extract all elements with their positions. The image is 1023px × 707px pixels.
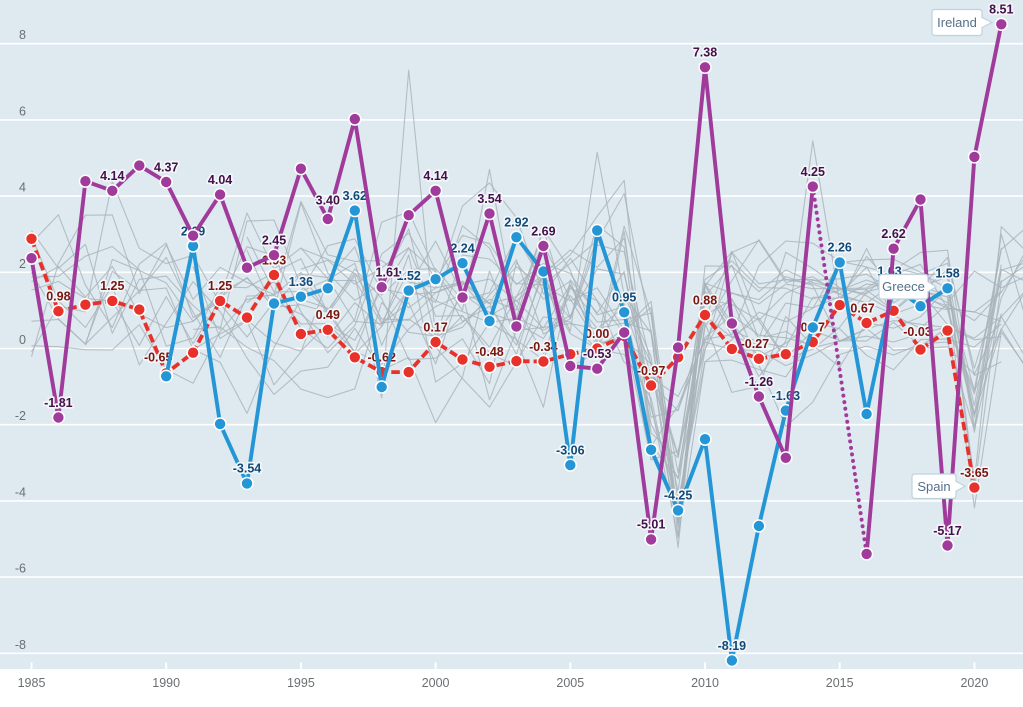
svg-text:0.49: 0.49 (316, 308, 340, 322)
svg-text:2015: 2015 (826, 676, 854, 690)
svg-text:2.62: 2.62 (881, 227, 905, 241)
svg-text:2.92: 2.92 (504, 216, 528, 230)
svg-text:1990: 1990 (152, 676, 180, 690)
svg-text:0.17: 0.17 (423, 320, 447, 334)
svg-text:Greece: Greece (882, 279, 925, 294)
svg-text:4: 4 (19, 181, 26, 195)
svg-text:-1.26: -1.26 (745, 375, 774, 389)
svg-text:1.52: 1.52 (397, 269, 421, 283)
svg-text:2.26: 2.26 (828, 241, 852, 255)
svg-text:4.04: 4.04 (208, 173, 232, 187)
svg-text:6: 6 (19, 104, 26, 118)
svg-text:1985: 1985 (18, 676, 46, 690)
svg-text:-3.06: -3.06 (556, 443, 585, 457)
svg-text:-8: -8 (15, 638, 26, 652)
svg-text:2.24: 2.24 (450, 242, 474, 256)
svg-text:-6: -6 (15, 562, 26, 576)
svg-text:0: 0 (19, 333, 26, 347)
svg-text:2005: 2005 (556, 676, 584, 690)
svg-text:-0.03: -0.03 (903, 325, 932, 339)
svg-text:1.36: 1.36 (289, 275, 313, 289)
svg-text:0.95: 0.95 (612, 291, 636, 305)
svg-text:-5.17: -5.17 (933, 524, 962, 538)
svg-text:-3.54: -3.54 (233, 462, 262, 476)
svg-text:1.25: 1.25 (100, 279, 124, 293)
svg-text:1.25: 1.25 (208, 279, 232, 293)
svg-text:-0.53: -0.53 (583, 347, 612, 361)
svg-text:4.25: 4.25 (801, 165, 825, 179)
svg-text:0.88: 0.88 (693, 293, 717, 307)
svg-text:-0.48: -0.48 (475, 345, 504, 359)
svg-text:4.14: 4.14 (423, 169, 447, 183)
svg-text:0.67: 0.67 (850, 301, 874, 315)
svg-text:8.51: 8.51 (989, 3, 1013, 17)
svg-text:-2: -2 (15, 409, 26, 423)
svg-text:-0.27: -0.27 (741, 337, 770, 351)
svg-text:-1.63: -1.63 (772, 389, 801, 403)
svg-text:2.45: 2.45 (262, 234, 286, 248)
svg-text:2000: 2000 (422, 676, 450, 690)
svg-text:-8.19: -8.19 (718, 639, 747, 653)
svg-text:1995: 1995 (287, 676, 315, 690)
svg-text:Spain: Spain (917, 479, 950, 494)
svg-text:4.37: 4.37 (154, 160, 178, 174)
svg-text:4.14: 4.14 (100, 169, 124, 183)
svg-text:1.58: 1.58 (935, 267, 959, 281)
svg-text:-5.01: -5.01 (637, 518, 666, 532)
svg-text:2010: 2010 (691, 676, 719, 690)
svg-text:3.54: 3.54 (477, 192, 501, 206)
svg-text:0.00: 0.00 (585, 327, 609, 341)
svg-text:7.38: 7.38 (693, 46, 717, 60)
svg-text:3.62: 3.62 (343, 189, 367, 203)
svg-text:0.98: 0.98 (46, 290, 70, 304)
svg-text:2.69: 2.69 (531, 224, 555, 238)
svg-text:8: 8 (19, 28, 26, 42)
svg-text:-0.65: -0.65 (144, 351, 173, 365)
svg-text:-4.25: -4.25 (664, 489, 693, 503)
svg-text:1.61: 1.61 (376, 266, 400, 280)
svg-text:2: 2 (19, 257, 26, 271)
svg-text:-3.65: -3.65 (960, 466, 989, 480)
svg-text:3.40: 3.40 (316, 193, 340, 207)
svg-text:-1.81: -1.81 (44, 396, 73, 410)
svg-text:2020: 2020 (960, 676, 988, 690)
svg-text:-0.97: -0.97 (637, 364, 666, 378)
svg-text:Ireland: Ireland (937, 15, 977, 30)
svg-text:-4: -4 (15, 485, 26, 499)
